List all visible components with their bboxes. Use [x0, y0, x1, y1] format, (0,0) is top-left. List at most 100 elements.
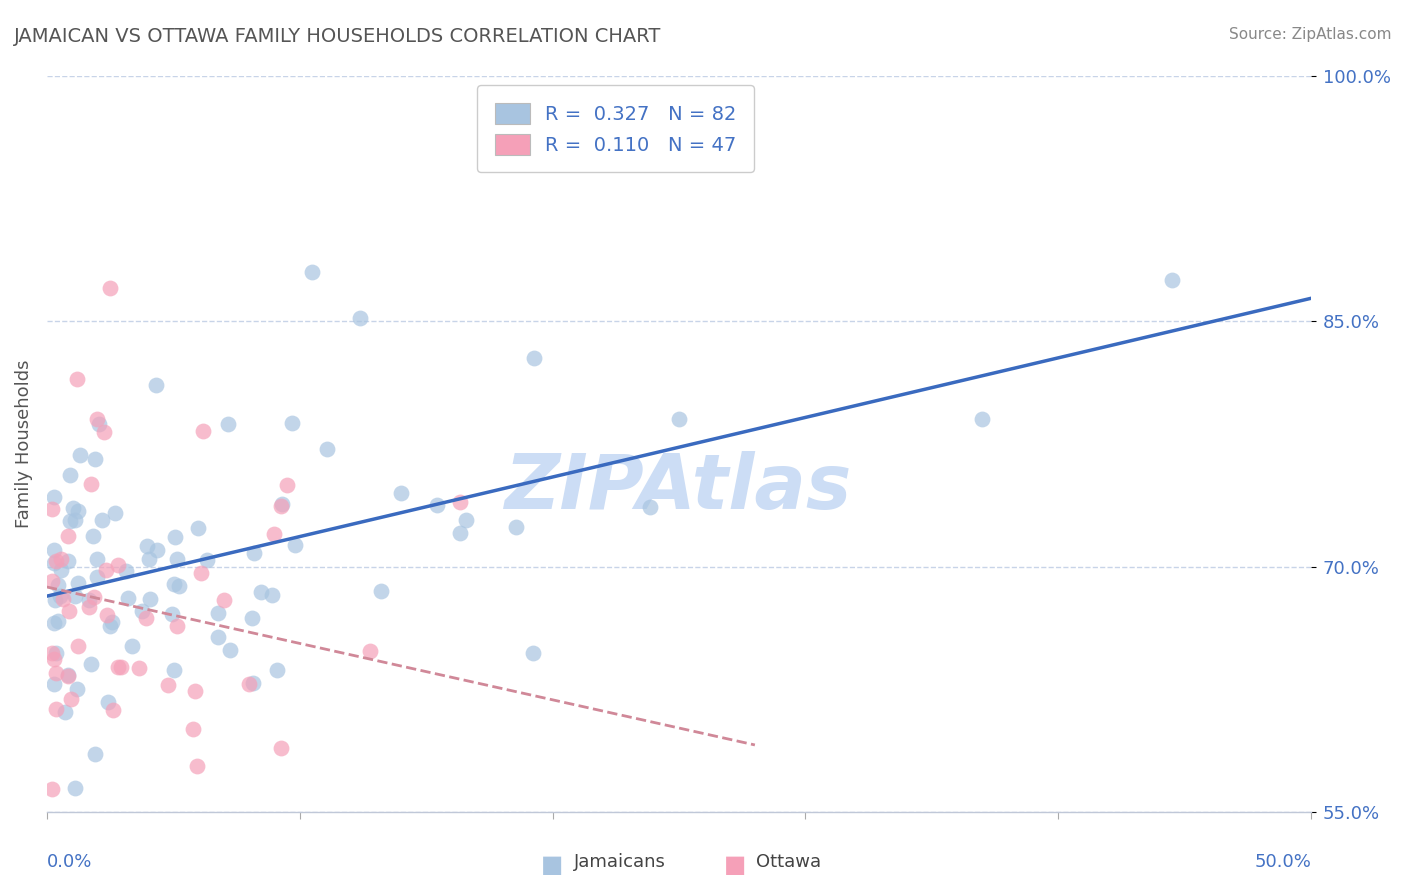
Point [301, 265, 323, 279]
Point [44, 490, 66, 504]
Point [107, 558, 129, 573]
Point [69, 448, 91, 462]
Point [238, 677, 260, 691]
Point [138, 551, 160, 566]
Point [972, 412, 994, 426]
Point [46, 578, 69, 592]
Point [217, 417, 239, 431]
Text: Jamaicans: Jamaicans [574, 853, 665, 871]
Point [59, 468, 82, 483]
Point [219, 643, 242, 657]
Point [59, 692, 82, 706]
Point [281, 416, 304, 430]
Point [67, 639, 90, 653]
Point [52, 592, 75, 607]
Point [166, 552, 188, 566]
Text: ■: ■ [724, 853, 747, 877]
Point [56, 668, 79, 682]
Point [426, 499, 449, 513]
Point [166, 619, 188, 633]
Point [42, 652, 65, 666]
Point [44, 593, 66, 607]
Point [449, 526, 471, 541]
Point [87, 417, 110, 431]
Point [364, 855, 387, 869]
Point [41, 647, 63, 661]
Point [349, 310, 371, 325]
Point [80, 477, 103, 491]
Point [207, 630, 229, 644]
Point [145, 378, 167, 392]
Point [135, 611, 157, 625]
Point [44, 557, 66, 571]
Point [190, 566, 212, 581]
Point [131, 604, 153, 618]
Point [77, 593, 100, 607]
Point [104, 507, 127, 521]
Point [187, 521, 209, 535]
Point [522, 646, 544, 660]
Point [195, 553, 218, 567]
Point [44, 543, 66, 558]
Point [163, 530, 186, 544]
Point [160, 607, 183, 621]
Point [146, 542, 169, 557]
Point [86, 570, 108, 584]
Point [66, 372, 89, 386]
Point [63, 780, 86, 795]
Point [523, 351, 546, 366]
Point [284, 537, 307, 551]
Point [184, 684, 207, 698]
Point [101, 615, 124, 630]
Text: ■: ■ [541, 853, 564, 877]
Point [86, 412, 108, 426]
Point [83, 590, 105, 604]
Point [59, 515, 82, 529]
Point [93, 425, 115, 440]
Point [80, 657, 103, 671]
Point [46, 614, 69, 628]
Point [136, 539, 159, 553]
Point [212, 592, 235, 607]
Point [449, 495, 471, 509]
Point [263, 527, 285, 541]
Point [66, 576, 89, 591]
Point [51, 563, 73, 577]
Point [186, 758, 208, 772]
Point [454, 513, 477, 527]
Point [65, 589, 87, 603]
Point [315, 442, 337, 457]
Point [41, 501, 63, 516]
Point [262, 588, 284, 602]
Point [266, 663, 288, 677]
Point [107, 660, 129, 674]
Point [96, 607, 118, 622]
Point [49, 551, 72, 566]
Point [1161, 273, 1184, 287]
Point [270, 741, 292, 756]
Point [276, 478, 298, 492]
Point [44, 616, 66, 631]
Point [139, 591, 162, 606]
Point [41, 782, 63, 797]
Point [58, 604, 80, 618]
Point [44, 677, 66, 691]
Point [101, 703, 124, 717]
Point [94, 563, 117, 577]
Text: 50.0%: 50.0% [1254, 853, 1312, 871]
Point [45, 701, 67, 715]
Text: Source: ZipAtlas.com: Source: ZipAtlas.com [1229, 27, 1392, 42]
Point [83, 747, 105, 762]
Point [45, 666, 67, 681]
Point [45, 554, 67, 568]
Point [249, 584, 271, 599]
Point [243, 546, 266, 560]
Point [638, 500, 661, 514]
Legend: R =  0.327   N = 82, R =  0.110   N = 47: R = 0.327 N = 82, R = 0.110 N = 47 [478, 86, 754, 172]
Point [270, 500, 292, 514]
Point [110, 660, 132, 674]
Point [181, 722, 204, 736]
Text: ZIPAtlas: ZIPAtlas [505, 451, 852, 525]
Point [128, 661, 150, 675]
Point [66, 504, 89, 518]
